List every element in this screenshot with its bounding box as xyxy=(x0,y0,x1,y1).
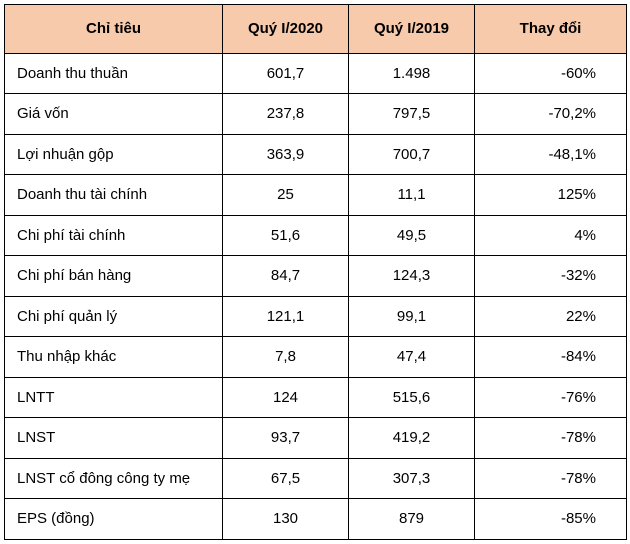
cell-change: -48,1% xyxy=(475,134,627,175)
cell-q1-2020: 84,7 xyxy=(223,256,349,297)
cell-metric-label: LNST cổ đông công ty mẹ xyxy=(5,458,223,499)
cell-metric-label: EPS (đồng) xyxy=(5,499,223,540)
table-body: Doanh thu thuần601,71.498-60%Giá vốn237,… xyxy=(5,53,627,539)
cell-change: 22% xyxy=(475,296,627,337)
cell-change: -76% xyxy=(475,377,627,418)
table-row: Chi phí bán hàng84,7124,3-32% xyxy=(5,256,627,297)
table-row: Doanh thu tài chính2511,1125% xyxy=(5,175,627,216)
cell-q1-2020: 237,8 xyxy=(223,94,349,135)
cell-metric-label: Doanh thu tài chính xyxy=(5,175,223,216)
cell-q1-2019: 700,7 xyxy=(349,134,475,175)
cell-q1-2020: 7,8 xyxy=(223,337,349,378)
cell-q1-2020: 124 xyxy=(223,377,349,418)
cell-q1-2019: 307,3 xyxy=(349,458,475,499)
table-row: EPS (đồng)130879-85% xyxy=(5,499,627,540)
table-row: Lợi nhuận gộp363,9700,7-48,1% xyxy=(5,134,627,175)
cell-change: -84% xyxy=(475,337,627,378)
cell-q1-2019: 797,5 xyxy=(349,94,475,135)
cell-metric-label: Thu nhập khác xyxy=(5,337,223,378)
cell-q1-2020: 93,7 xyxy=(223,418,349,459)
cell-metric-label: Doanh thu thuần xyxy=(5,53,223,94)
cell-metric-label: LNTT xyxy=(5,377,223,418)
table-row: Doanh thu thuần601,71.498-60% xyxy=(5,53,627,94)
cell-q1-2019: 47,4 xyxy=(349,337,475,378)
financial-table: Chỉ tiêu Quý I/2020 Quý I/2019 Thay đổi … xyxy=(4,4,627,540)
cell-change: -78% xyxy=(475,458,627,499)
col-header-metric: Chỉ tiêu xyxy=(5,5,223,54)
cell-q1-2019: 419,2 xyxy=(349,418,475,459)
table-row: LNTT124515,6-76% xyxy=(5,377,627,418)
cell-q1-2020: 601,7 xyxy=(223,53,349,94)
cell-q1-2020: 121,1 xyxy=(223,296,349,337)
cell-change: -32% xyxy=(475,256,627,297)
cell-change: -70,2% xyxy=(475,94,627,135)
cell-change: -85% xyxy=(475,499,627,540)
cell-change: 125% xyxy=(475,175,627,216)
cell-q1-2020: 25 xyxy=(223,175,349,216)
table-row: LNST cổ đông công ty mẹ67,5307,3-78% xyxy=(5,458,627,499)
cell-q1-2020: 67,5 xyxy=(223,458,349,499)
cell-metric-label: Chi phí tài chính xyxy=(5,215,223,256)
cell-metric-label: Lợi nhuận gộp xyxy=(5,134,223,175)
cell-q1-2019: 1.498 xyxy=(349,53,475,94)
table-row: LNST93,7419,2-78% xyxy=(5,418,627,459)
col-header-change: Thay đổi xyxy=(475,5,627,54)
table-row: Thu nhập khác7,847,4-84% xyxy=(5,337,627,378)
cell-q1-2019: 49,5 xyxy=(349,215,475,256)
cell-q1-2019: 879 xyxy=(349,499,475,540)
table-row: Chi phí tài chính51,649,54% xyxy=(5,215,627,256)
cell-metric-label: Chi phí quản lý xyxy=(5,296,223,337)
cell-q1-2019: 99,1 xyxy=(349,296,475,337)
col-header-q1-2020: Quý I/2020 xyxy=(223,5,349,54)
table-row: Giá vốn237,8797,5-70,2% xyxy=(5,94,627,135)
cell-change: -60% xyxy=(475,53,627,94)
col-header-q1-2019: Quý I/2019 xyxy=(349,5,475,54)
cell-q1-2019: 11,1 xyxy=(349,175,475,216)
cell-change: -78% xyxy=(475,418,627,459)
cell-q1-2019: 515,6 xyxy=(349,377,475,418)
cell-change: 4% xyxy=(475,215,627,256)
cell-q1-2020: 130 xyxy=(223,499,349,540)
table-header-row: Chỉ tiêu Quý I/2020 Quý I/2019 Thay đổi xyxy=(5,5,627,54)
cell-metric-label: Giá vốn xyxy=(5,94,223,135)
cell-q1-2020: 51,6 xyxy=(223,215,349,256)
cell-metric-label: LNST xyxy=(5,418,223,459)
table-row: Chi phí quản lý121,199,122% xyxy=(5,296,627,337)
cell-metric-label: Chi phí bán hàng xyxy=(5,256,223,297)
cell-q1-2019: 124,3 xyxy=(349,256,475,297)
cell-q1-2020: 363,9 xyxy=(223,134,349,175)
